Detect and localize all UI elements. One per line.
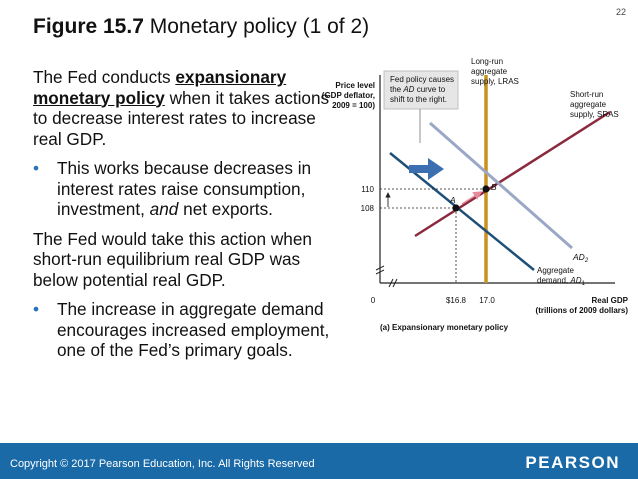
sras-label: aggregate [570,100,607,109]
page-number: 22 [615,7,626,17]
paragraph-expansionary: The Fed conducts expansionary monetary p… [33,67,330,149]
point-a-label: A [449,195,456,205]
y-tick-label: 108 [361,204,375,213]
pearson-logo: PEARSON [525,453,620,472]
slide-title: Figure 15.7 Monetary policy (1 of 2) [33,15,369,39]
bullet-interest-rates: • This works because decreases in intere… [33,158,312,219]
callout-text: the AD curve to [390,85,446,94]
x-axis-break [388,278,398,288]
callout-text: shift to the right. [390,95,447,104]
lras-label: aggregate [471,67,508,76]
expansionary-policy-diagram: Price level (GDP deflator, 2009 = 100) F… [322,57,629,332]
origin-label: 0 [371,296,376,305]
y-axis-label: (GDP deflator, [322,91,375,100]
bullet-icon: • [33,158,40,178]
term-expansionary-monetary-policy: expansionary monetary policy [33,67,287,108]
x-tick-label: $16.8 [446,296,467,305]
bullet-employment: • The increase in aggregate demand encou… [33,299,330,360]
lras-label: Long-run [471,57,503,66]
body-text: The Fed conducts expansionary monetary p… [33,67,333,370]
y-axis-label: Price level [335,81,375,90]
ad1-label: Aggregate [537,266,574,275]
x-axis-label: (trillions of 2009 dollars) [536,306,629,315]
sras-curve [414,110,611,238]
callout-text: Fed policy causes [390,75,454,84]
movement-arrow [461,191,483,205]
ad2-curve [429,121,573,250]
y-axis-break [375,265,385,275]
figure-number: Figure 15.7 [33,15,144,38]
x-tick-label: 17.0 [479,296,495,305]
paragraph-when: The Fed would take this action when shor… [33,228,312,290]
equilibrium-point-b [482,185,490,193]
equilibrium-point-a [452,204,460,212]
sras-label: supply, SRAS [570,110,619,119]
y-tick-label: 110 [361,185,374,194]
bullet-icon: • [33,299,40,319]
sras-label: Short-run [570,90,603,99]
copyright-text: Copyright © 2017 Pearson Education, Inc.… [10,458,315,470]
y-axis-label: 2009 = 100) [332,101,375,110]
ad1-label: demand, AD1 [537,276,585,287]
figure-title: Monetary policy (1 of 2) [143,15,370,38]
lras-label: supply, LRAS [471,77,519,86]
point-b-label: B [491,182,497,192]
ad2-label: AD2 [572,252,589,264]
shift-arrow-icon [409,158,444,180]
x-axis-label: Real GDP [592,296,629,305]
footer-bar: Copyright © 2017 Pearson Education, Inc.… [0,443,638,479]
callout-box [383,70,459,110]
diagram-caption: (a) Expansionary monetary policy [380,323,509,332]
